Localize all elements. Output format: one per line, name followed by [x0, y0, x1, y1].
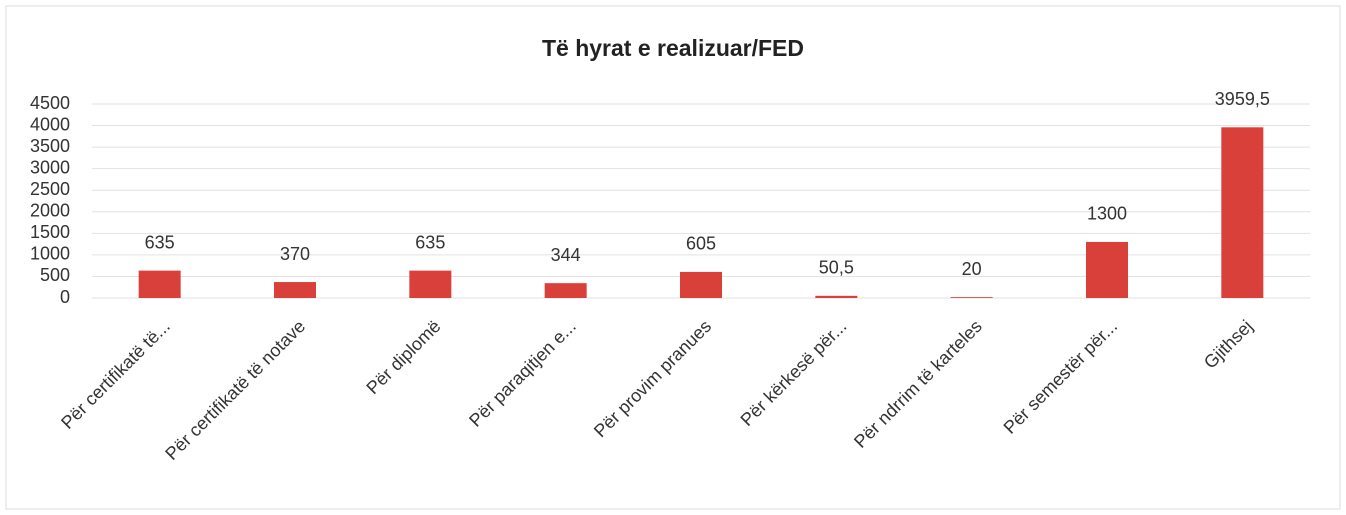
bar	[138, 270, 181, 298]
bar	[680, 271, 722, 298]
chart-frame	[5, 5, 1341, 510]
bar	[950, 297, 993, 298]
bar	[1221, 127, 1264, 299]
value-label: 370	[280, 244, 310, 264]
bar	[544, 283, 587, 298]
y-tick-label: 1000	[30, 244, 70, 264]
y-tick-label: 3500	[30, 136, 70, 156]
y-tick-label: 4500	[30, 93, 70, 113]
bar	[409, 270, 452, 298]
y-tick-label: 3000	[30, 157, 70, 177]
y-tick-label: 0	[60, 287, 70, 307]
value-label: 20	[962, 259, 982, 279]
value-label: 344	[551, 245, 581, 265]
y-tick-label: 1500	[30, 222, 70, 242]
value-label: 3959,5	[1215, 89, 1270, 109]
bar	[815, 295, 858, 298]
value-label: 1300	[1087, 204, 1127, 224]
value-label: 635	[145, 232, 175, 252]
value-label: 635	[415, 232, 445, 252]
bar	[1086, 241, 1128, 298]
y-tick-label: 4000	[30, 114, 70, 134]
bar	[274, 282, 316, 298]
y-tick-label: 500	[40, 265, 70, 285]
chart-title: Të hyrat e realizuar/FED	[542, 35, 804, 61]
value-label: 50,5	[819, 258, 854, 278]
value-label: 605	[686, 234, 716, 254]
y-tick-label: 2000	[30, 201, 70, 221]
y-tick-label: 2500	[30, 179, 70, 199]
